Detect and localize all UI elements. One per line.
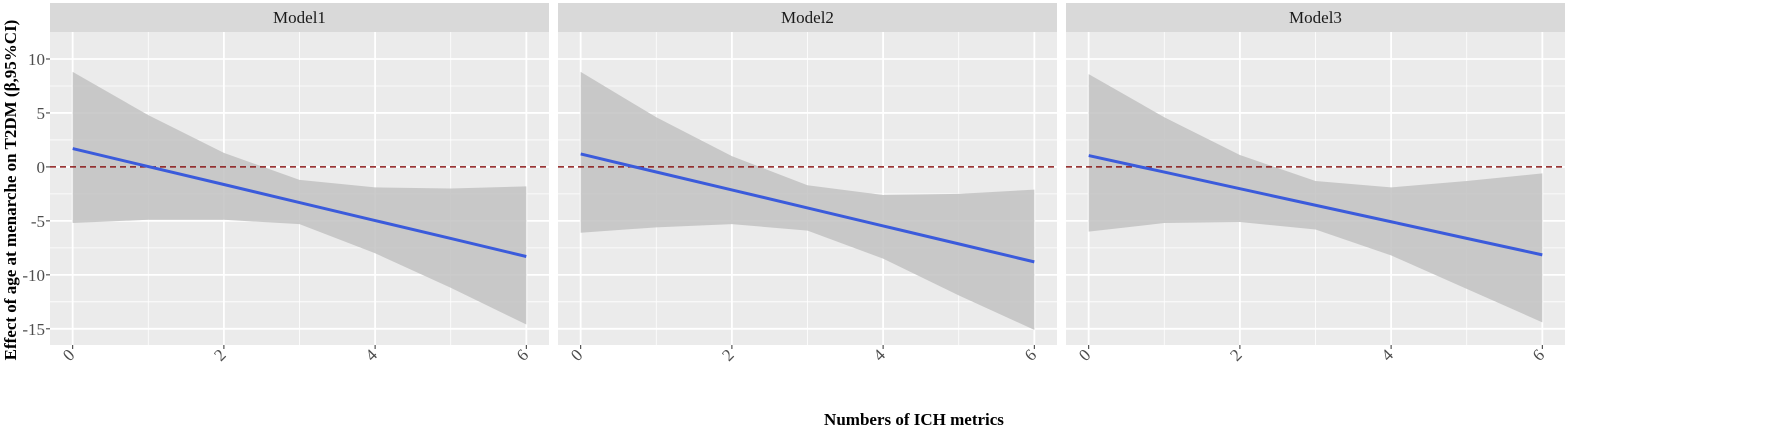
x-axis-title: Numbers of ICH metrics (824, 410, 1004, 429)
facet-strip (558, 3, 1057, 32)
confidence-ribbon (72, 71, 527, 325)
x-tick-label: 6 (1021, 345, 1040, 364)
fit-line (1088, 154, 1543, 257)
x-tick-label: 2 (718, 345, 737, 364)
x-tick-label: 0 (567, 345, 586, 364)
x-tick-label: 2 (210, 345, 229, 364)
y-tick-label: 5 (37, 104, 46, 123)
x-tick-label: 6 (513, 345, 532, 364)
y-tick-label: -5 (31, 212, 45, 231)
facet-title: Model3 (1289, 8, 1342, 27)
x-tick-label: 4 (1377, 345, 1397, 365)
facet-strip (50, 3, 549, 32)
facet-strip (1066, 3, 1565, 32)
y-tick-label: -10 (22, 266, 45, 285)
x-tick-label: 0 (1075, 345, 1094, 364)
facet-title: Model2 (781, 8, 834, 27)
y-tick-label: 0 (37, 158, 46, 177)
confidence-ribbon (580, 71, 1035, 330)
y-tick-label: -15 (22, 320, 45, 339)
x-tick-label: 4 (869, 345, 889, 365)
facet-panel: Model2 0 2 4 6 (558, 3, 1057, 365)
x-tick-label: 4 (361, 345, 381, 365)
x-tick-label: 2 (1226, 345, 1245, 364)
y-axis-title: Effect of age at menarche on T2DM (β,95%… (1, 20, 20, 361)
confidence-ribbon (1088, 74, 1543, 323)
facet-panel: Model1 0 2 4 6 (50, 3, 549, 365)
x-tick-label: 0 (59, 345, 78, 364)
facet-title: Model1 (273, 8, 326, 27)
y-tick-label: 10 (28, 50, 45, 69)
fit-line (580, 152, 1035, 264)
fit-line (72, 147, 527, 258)
facet-panel: Model3 0 2 4 6 (1066, 3, 1565, 365)
x-tick-label: 6 (1529, 345, 1548, 364)
